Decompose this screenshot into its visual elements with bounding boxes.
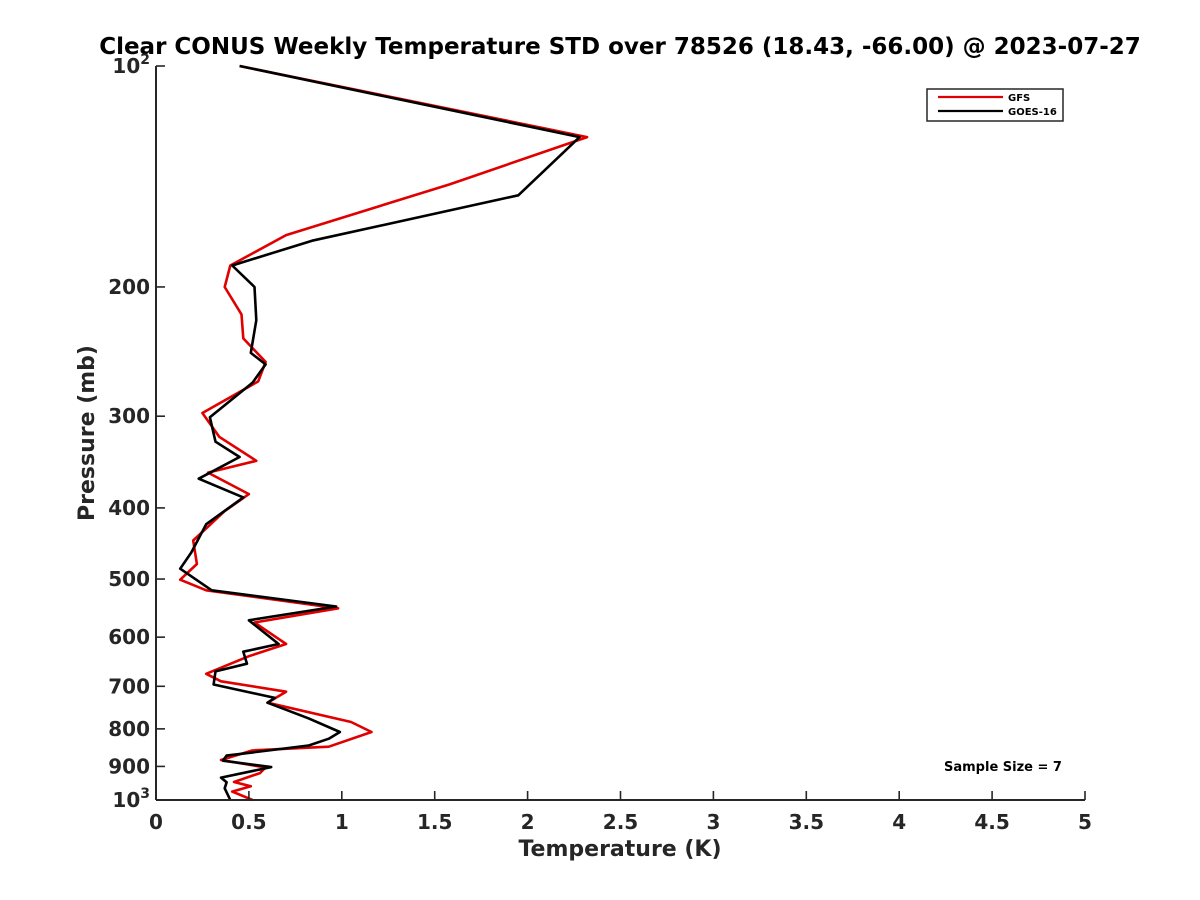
x-tick-label: 3 [706, 810, 720, 834]
y-tick-label: 800 [108, 717, 150, 741]
x-tick-label: 0.5 [231, 810, 266, 834]
x-tick-label: 3.5 [789, 810, 824, 834]
x-axis-label: Temperature (K) [518, 837, 721, 862]
legend-label-gfs: GFS [1008, 93, 1030, 104]
y-tick-label: 900 [108, 754, 150, 778]
legend: GFS GOES-16 [926, 88, 1064, 122]
series-layer [178, 64, 589, 802]
y-ticks: 102 200 300 400 500 600 700 800 900 103 [108, 52, 165, 812]
legend-label-goes-16: GOES-16 [1008, 107, 1057, 118]
series-line-goes-16 [178, 64, 581, 801]
y-tick-label: 700 [108, 674, 150, 698]
series-line-gfs [178, 64, 589, 802]
y-tick-label: 400 [108, 496, 150, 520]
x-tick-label: 2 [521, 810, 535, 834]
x-tick-label: 0 [149, 810, 163, 834]
legend-box [926, 88, 1064, 122]
sample-size-annotation: Sample Size = 7 [944, 760, 1062, 775]
y-tick-label: 103 [112, 786, 150, 812]
x-tick-label: 4.5 [974, 810, 1009, 834]
y-axis-label: Pressure (mb) [75, 345, 100, 521]
x-tick-label: 1.5 [417, 810, 452, 834]
y-tick-label: 102 [112, 52, 150, 78]
y-tick-label: 500 [108, 567, 150, 591]
x-tick-label: 5 [1078, 810, 1092, 834]
y-tick-label: 600 [108, 625, 150, 649]
y-tick-label: 300 [108, 404, 150, 428]
x-tick-label: 1 [335, 810, 349, 834]
y-tick-label: 200 [108, 275, 150, 299]
x-tick-label: 4 [892, 810, 906, 834]
x-tick-label: 2.5 [603, 810, 638, 834]
chart-title: Clear CONUS Weekly Temperature STD over … [99, 34, 1141, 60]
x-ticks: 0 0.5 1 1.5 2 2.5 3 3.5 4 4.5 5 [149, 791, 1092, 834]
